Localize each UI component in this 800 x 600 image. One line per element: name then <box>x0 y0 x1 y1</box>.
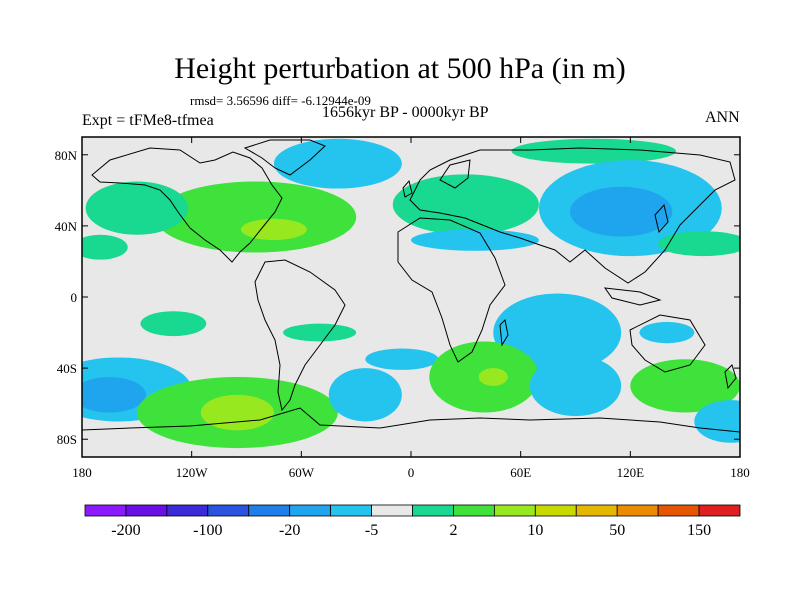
anomaly-south-pacific-low-core <box>82 377 146 413</box>
colorbar-box <box>166 504 209 517</box>
colorbar-label: -200 <box>111 522 140 539</box>
british-isles-coastline <box>402 179 413 198</box>
colorbar-box <box>371 504 413 517</box>
anomaly-antarctic-edge-low <box>694 400 740 443</box>
madagascar-coastline <box>499 318 509 347</box>
colorbar-label: 150 <box>687 522 711 539</box>
anomaly-north-pacific-high <box>85 181 189 235</box>
colorbar-label: 2 <box>449 522 457 539</box>
north-america-coastline <box>91 147 283 263</box>
lon-tick-label: 180 <box>72 465 92 480</box>
greenland-coastline <box>243 139 326 176</box>
anomaly-eurasia-high <box>392 174 539 235</box>
scandinavia-coastline <box>439 159 471 189</box>
lon-tick-label: 60W <box>289 465 315 480</box>
colorbar-label: -20 <box>279 522 300 539</box>
colorbar: -200 -100 -20 -5 2 10 50 150 <box>84 504 741 539</box>
anomaly-contours <box>82 138 740 449</box>
anomaly-drake-low <box>328 368 402 422</box>
anomaly-northeast-asia-low-core <box>570 186 673 237</box>
lat-tick-label: 40N <box>55 219 78 234</box>
season-label: ANN <box>705 109 740 126</box>
coastlines <box>82 139 740 433</box>
anomaly-mediterranean-low <box>411 229 539 251</box>
antarctica-coastline <box>82 407 740 433</box>
new-zealand-coastline <box>724 364 737 390</box>
colorbar-box <box>289 504 332 517</box>
anomaly-subtropical-pacific-high <box>82 234 128 260</box>
lon-tick-label: 180 <box>730 465 750 480</box>
anomaly-australia-low <box>639 321 695 344</box>
anomaly-north-atlantic-high-core <box>241 218 307 241</box>
colorbar-label: -5 <box>365 522 378 539</box>
africa-coastline <box>397 217 506 363</box>
anomaly-east-pacific-tropical-high <box>140 311 207 337</box>
lat-tick-label: 80S <box>57 432 77 447</box>
plot-title: Height perturbation at 500 hPa (in m) <box>174 52 626 85</box>
lat-tick-label: 40S <box>57 361 77 376</box>
eurasia-coastline <box>409 147 736 284</box>
colorbar-label: 10 <box>527 522 543 539</box>
colorbar-box <box>534 504 577 517</box>
colorbar-box <box>657 504 700 517</box>
south-america-coastline <box>254 259 346 412</box>
anomaly-southeast-pacific-high-core <box>200 394 274 431</box>
axis-ticks: 80N 40N 0 40S 80S 180 120W 60W 0 60E 120E 180 <box>55 137 750 480</box>
anomaly-south-america-high <box>283 323 357 342</box>
lat-tick-label: 0 <box>71 290 78 305</box>
indonesia-coastline <box>603 287 662 306</box>
anomaly-south-atlantic-low <box>365 348 439 370</box>
colorbar-box <box>330 504 372 517</box>
anomaly-north-atlantic-high <box>155 181 357 253</box>
anomaly-greenland-low <box>273 138 402 189</box>
lon-tick-label: 120W <box>176 465 209 480</box>
colorbar-box <box>125 504 168 517</box>
lon-tick-label: 0 <box>408 465 415 480</box>
experiment-label: Expt = tFMe8-tfmea <box>82 112 214 129</box>
lon-tick-label: 120E <box>617 465 645 480</box>
anomaly-west-pacific-high <box>657 231 740 257</box>
rmsd-stats: rmsd= 3.56596 diff= -6.12944e-09 <box>190 93 371 108</box>
colorbar-box <box>248 504 291 517</box>
colorbar-box <box>616 504 659 517</box>
lon-tick-label: 60E <box>510 465 531 480</box>
colorbar-box <box>84 504 127 517</box>
time-period-label: 1656kyr BP - 0000kyr BP <box>322 104 489 121</box>
anomaly-south-africa-high-core <box>478 368 508 386</box>
anomaly-south-australia-high <box>630 359 740 413</box>
anomaly-indian-ocean-low <box>493 293 622 372</box>
colorbar-box <box>575 504 618 517</box>
colorbar-box <box>412 504 454 517</box>
colorbar-box <box>453 504 495 517</box>
colorbar-box <box>493 504 536 517</box>
australia-coastline <box>629 314 706 373</box>
colorbar-box <box>207 504 250 517</box>
colorbar-label: 50 <box>609 522 625 539</box>
anomaly-arctic-high <box>511 138 677 164</box>
colorbar-label: -100 <box>193 522 222 539</box>
colorbar-box <box>698 504 741 517</box>
japan-coastline <box>654 203 669 234</box>
anomaly-southern-ocean-low <box>529 355 622 417</box>
lat-tick-label: 80N <box>55 148 78 163</box>
